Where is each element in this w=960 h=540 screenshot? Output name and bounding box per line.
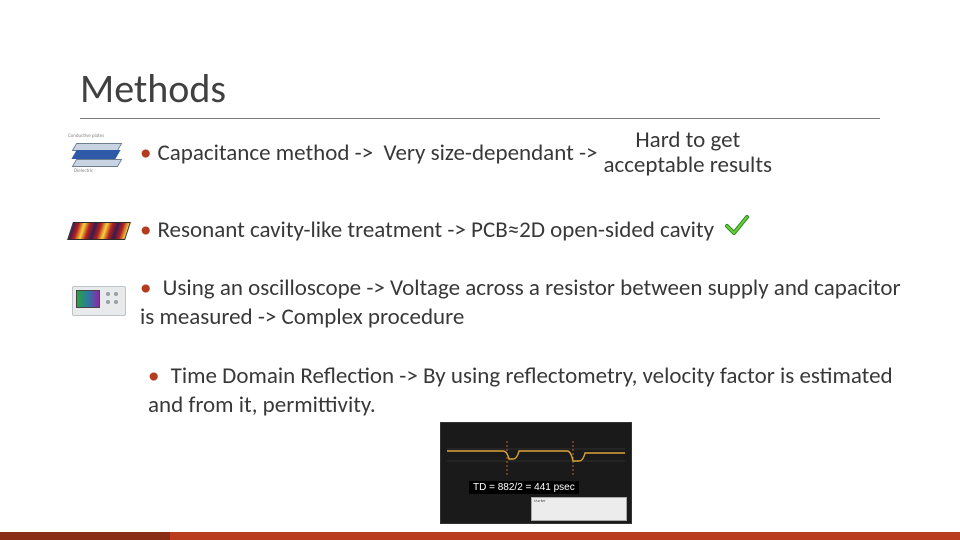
- oscilloscope-icon: [68, 278, 128, 318]
- row-capacitance: Conductive plates Dielectric • Capacitan…: [68, 128, 930, 179]
- footer-accent-bar: [0, 532, 960, 540]
- bullet-dot-icon: •: [140, 139, 151, 168]
- slide: Methods Conductive plates Dielectric • C…: [0, 0, 960, 540]
- row-oscilloscope: • Using an oscilloscope -> Voltage acros…: [68, 274, 930, 332]
- bullet-dot-icon: •: [140, 216, 151, 245]
- cap-label-top: Conductive plates: [68, 133, 104, 139]
- cap-label-bot: Dielectric: [74, 168, 93, 174]
- checkmark-icon: [724, 213, 750, 247]
- bullet-1-tail: Hard to get acceptable results: [603, 128, 772, 179]
- slide-title: Methods: [80, 64, 226, 113]
- waveguide-heatmap-icon: [68, 210, 128, 250]
- bullet-4: • Time Domain Reflection -> By using ref…: [148, 362, 928, 420]
- bullet-dot-icon: •: [148, 362, 159, 390]
- title-underline: [80, 118, 880, 119]
- bullet-3: • Using an oscilloscope -> Voltage acros…: [140, 274, 910, 332]
- bullet-dot-icon: •: [140, 274, 151, 302]
- bullet-2-text: Resonant cavity-like treatment -> PCB≈2D…: [157, 216, 714, 245]
- row-tdr: • Time Domain Reflection -> By using ref…: [148, 362, 930, 420]
- tdr-marker-panel: Marker: [531, 497, 627, 521]
- tdr-readout: TD = 882/2 = 441 psec: [469, 481, 579, 494]
- row-resonant: • Resonant cavity-like treatment -> PCB≈…: [68, 210, 930, 250]
- bullet-1-text: Capacitance method -> Very size-dependan…: [157, 139, 597, 168]
- bullet-2: • Resonant cavity-like treatment -> PCB≈…: [140, 213, 750, 247]
- tdr-scope-icon: TD = 882/2 = 441 psec Marker: [440, 422, 632, 524]
- capacitor-diagram-icon: Conductive plates Dielectric: [68, 133, 128, 173]
- tdr-trace-icon: [447, 441, 625, 475]
- bullet-3-text: Using an oscilloscope -> Voltage across …: [140, 274, 900, 331]
- bullet-1: • Capacitance method -> Very size-depend…: [140, 128, 772, 179]
- bullet-4-text: Time Domain Reflection -> By using refle…: [148, 362, 893, 419]
